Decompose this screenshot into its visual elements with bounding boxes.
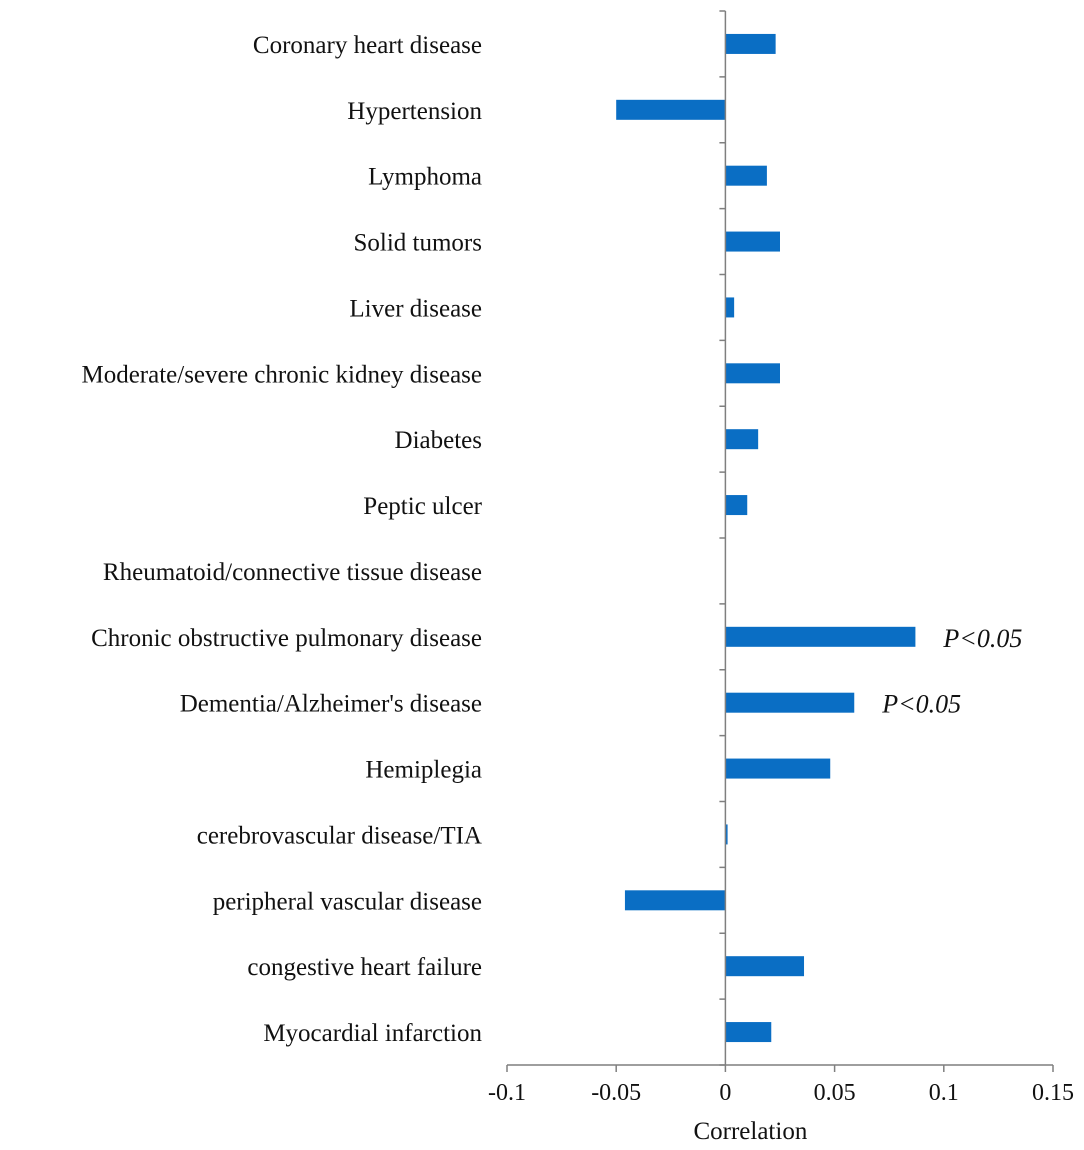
bar-moderate-severe-chronic-kidney-disease <box>725 363 780 384</box>
category-label-coronary-heart-disease: Coronary heart disease <box>253 32 482 59</box>
bar-hypertension <box>616 99 726 120</box>
x-tick-label: -0.05 <box>591 1080 641 1106</box>
category-label-peripheral-vascular-disease: peripheral vascular disease <box>213 888 482 915</box>
category-label-moderate-severe-chronic-kidney-disease: Moderate/severe chronic kidney disease <box>81 361 482 388</box>
bar-solid-tumors <box>725 231 780 252</box>
annotations: P<0.05 P<0.05 <box>881 624 1022 719</box>
x-tick-label: 0 <box>719 1080 731 1106</box>
x-tick-label: 0.15 <box>1032 1080 1074 1106</box>
category-label-chronic-obstructive-pulmonary-disease: Chronic obstructive pulmonary disease <box>91 625 482 652</box>
x-tick-label: 0.1 <box>929 1080 959 1106</box>
bar-myocardial-infarction <box>725 1022 772 1043</box>
x-tick-label: -0.1 <box>488 1080 526 1106</box>
category-label-rheumatoid-connective-tissue-disease: Rheumatoid/connective tissue disease <box>103 559 482 586</box>
category-label-peptic-ulcer: Peptic ulcer <box>363 493 482 520</box>
category-label-diabetes: Diabetes <box>395 427 482 454</box>
bar-coronary-heart-disease <box>725 33 776 54</box>
category-label-lymphoma: Lymphoma <box>368 164 482 191</box>
x-axis-ticks: -0.1 -0.05 0 0.05 0.1 0.15 <box>488 1065 1074 1106</box>
bar-cerebrovascular-disease-tia <box>725 824 728 845</box>
category-labels: Coronary heart disease Hypertension Lympho… <box>81 32 482 1047</box>
bar-lymphoma <box>725 165 767 186</box>
bar-chronic-obstructive-pulmonary-disease <box>725 626 916 647</box>
x-axis-title: Correlation <box>693 1118 807 1145</box>
x-tick-label: 0.05 <box>814 1080 856 1106</box>
category-label-myocardial-infarction: Myocardial infarction <box>263 1020 482 1047</box>
category-label-hemiplegia: Hemiplegia <box>365 757 482 784</box>
category-label-hypertension: Hypertension <box>347 98 482 125</box>
category-label-solid-tumors: Solid tumors <box>354 230 483 257</box>
category-label-liver-disease: Liver disease <box>349 295 482 322</box>
bar-hemiplegia <box>725 758 831 779</box>
bar-liver-disease <box>725 297 735 318</box>
bar-peptic-ulcer <box>725 495 748 516</box>
bars <box>616 33 916 1043</box>
bar-peripheral-vascular-disease <box>624 890 726 911</box>
annotation-chronic-obstructive-pulmonary-disease: P<0.05 <box>942 624 1022 653</box>
bar-dementia-alzheimer-s-disease <box>725 692 855 713</box>
category-label-congestive-heart-failure: congestive heart failure <box>247 954 482 981</box>
bar-diabetes <box>725 429 759 450</box>
category-label-cerebrovascular-disease-tia: cerebrovascular disease/TIA <box>197 822 482 849</box>
annotation-dementia-alzheimer-s-disease: P<0.05 <box>881 690 961 719</box>
bar-congestive-heart-failure <box>725 956 805 977</box>
category-label-dementia-alzheimer-s-disease: Dementia/Alzheimer's disease <box>180 691 482 718</box>
